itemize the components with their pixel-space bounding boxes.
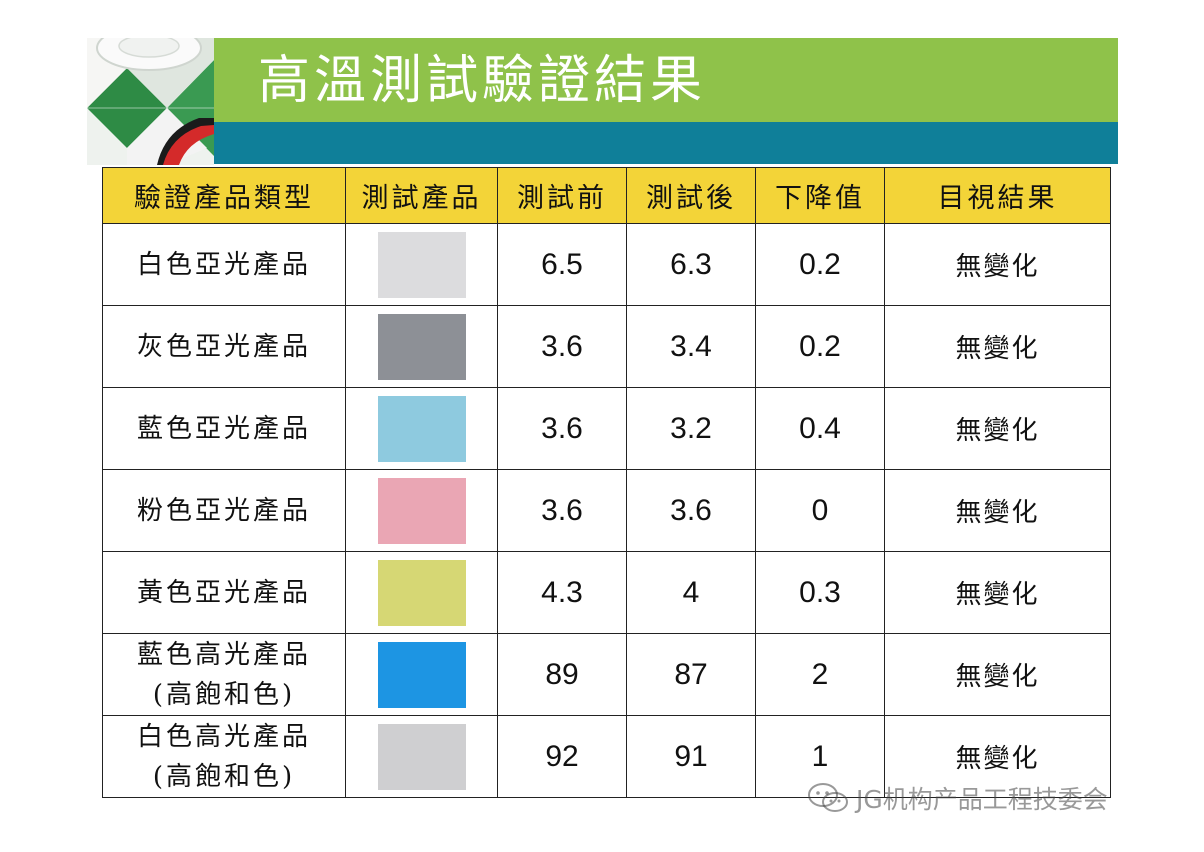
table-row: 藍色高光產品 (高飽和色) 89 87 2 無變化 xyxy=(102,633,1111,716)
drop-value: 0.3 xyxy=(755,551,885,634)
sample-cell xyxy=(345,223,498,306)
header-green-band xyxy=(214,38,1118,122)
after-value: 3.6 xyxy=(626,469,756,552)
product-type-label: 藍色高光產品 xyxy=(136,639,311,670)
before-value: 3.6 xyxy=(497,387,627,470)
product-type-cell: 黃色亞光產品 xyxy=(102,551,346,634)
color-swatch xyxy=(377,477,466,544)
sample-cell xyxy=(345,387,498,470)
after-value: 3.4 xyxy=(626,305,756,388)
sample-cell xyxy=(345,633,498,716)
product-type-label: 白色亞光產品 xyxy=(136,249,311,280)
before-value: 3.6 xyxy=(497,305,627,388)
drop-value: 0.2 xyxy=(755,223,885,306)
header-drop: 下降值 xyxy=(755,167,885,224)
header-after: 測試後 xyxy=(626,167,756,224)
header-decorative-image xyxy=(87,38,214,165)
color-swatch xyxy=(377,723,466,790)
before-value: 3.6 xyxy=(497,469,627,552)
header-blue-band xyxy=(214,122,1118,164)
results-table: 驗證產品類型 測試產品 測試前 測試後 下降值 目視結果 白色亞光產品 6.5 6.… xyxy=(102,167,1111,798)
product-type-cell: 粉色亞光產品 xyxy=(102,469,346,552)
product-type-label: (高飽和色) xyxy=(152,679,296,710)
product-type-cell: 藍色高光產品 (高飽和色) xyxy=(102,633,346,716)
tableware-illustration-icon xyxy=(87,38,214,165)
table-row: 白色高光產品 (高飽和色) 92 91 1 無變化 xyxy=(102,715,1111,798)
color-swatch xyxy=(377,559,466,626)
table-row: 白色亞光產品 6.5 6.3 0.2 無變化 xyxy=(102,223,1111,306)
wechat-icon xyxy=(808,783,848,812)
table-row: 黃色亞光產品 4.3 4 0.3 無變化 xyxy=(102,551,1111,634)
color-swatch xyxy=(377,395,466,462)
after-value: 6.3 xyxy=(626,223,756,306)
after-value: 91 xyxy=(626,715,756,798)
drop-value: 0.4 xyxy=(755,387,885,470)
product-type-label: 白色高光產品 xyxy=(136,721,311,752)
sample-cell xyxy=(345,469,498,552)
before-value: 4.3 xyxy=(497,551,627,634)
header-visual-result: 目視結果 xyxy=(884,167,1111,224)
visual-result: 無變化 xyxy=(884,305,1111,388)
sample-cell xyxy=(345,715,498,798)
product-type-label: (高飽和色) xyxy=(152,761,296,792)
table-row: 粉色亞光產品 3.6 3.6 0 無變化 xyxy=(102,469,1111,552)
watermark: JG机构产品工程技委会 xyxy=(806,778,1108,818)
color-swatch xyxy=(377,313,466,380)
product-type-label: 藍色亞光產品 xyxy=(136,413,311,444)
product-type-label: 黃色亞光產品 xyxy=(136,577,311,608)
color-swatch xyxy=(377,231,466,298)
drop-value: 0 xyxy=(755,469,885,552)
visual-result: 無變化 xyxy=(884,223,1111,306)
before-value: 6.5 xyxy=(497,223,627,306)
after-value: 4 xyxy=(626,551,756,634)
visual-result: 無變化 xyxy=(884,633,1111,716)
sample-cell xyxy=(345,551,498,634)
product-type-cell: 藍色亞光產品 xyxy=(102,387,346,470)
visual-result: 無變化 xyxy=(884,715,1111,798)
visual-result: 無變化 xyxy=(884,387,1111,470)
visual-result: 無變化 xyxy=(884,469,1111,552)
after-value: 3.2 xyxy=(626,387,756,470)
table-header-row: 驗證產品類型 測試產品 測試前 測試後 下降值 目視結果 xyxy=(102,167,1111,224)
slide-title: 高溫測試驗證結果 xyxy=(258,51,707,111)
after-value: 87 xyxy=(626,633,756,716)
product-type-cell: 白色高光產品 (高飽和色) xyxy=(102,715,346,798)
header-before: 測試前 xyxy=(497,167,627,224)
before-value: 89 xyxy=(497,633,627,716)
before-value: 92 xyxy=(497,715,627,798)
product-type-cell: 白色亞光產品 xyxy=(102,223,346,306)
table-row: 藍色亞光產品 3.6 3.2 0.4 無變化 xyxy=(102,387,1111,470)
drop-value: 2 xyxy=(755,633,885,716)
drop-value: 0.2 xyxy=(755,305,885,388)
color-swatch xyxy=(377,641,466,708)
product-type-cell: 灰色亞光產品 xyxy=(102,305,346,388)
watermark-text: JG机构产品工程技委会 xyxy=(856,785,1108,814)
table-row: 灰色亞光產品 3.6 3.4 0.2 無變化 xyxy=(102,305,1111,388)
sample-cell xyxy=(345,305,498,388)
header-test-sample: 測試產品 xyxy=(345,167,498,224)
header-product-type: 驗證產品類型 xyxy=(102,167,346,224)
visual-result: 無變化 xyxy=(884,551,1111,634)
product-type-label: 灰色亞光產品 xyxy=(136,331,311,362)
product-type-label: 粉色亞光產品 xyxy=(136,495,311,526)
